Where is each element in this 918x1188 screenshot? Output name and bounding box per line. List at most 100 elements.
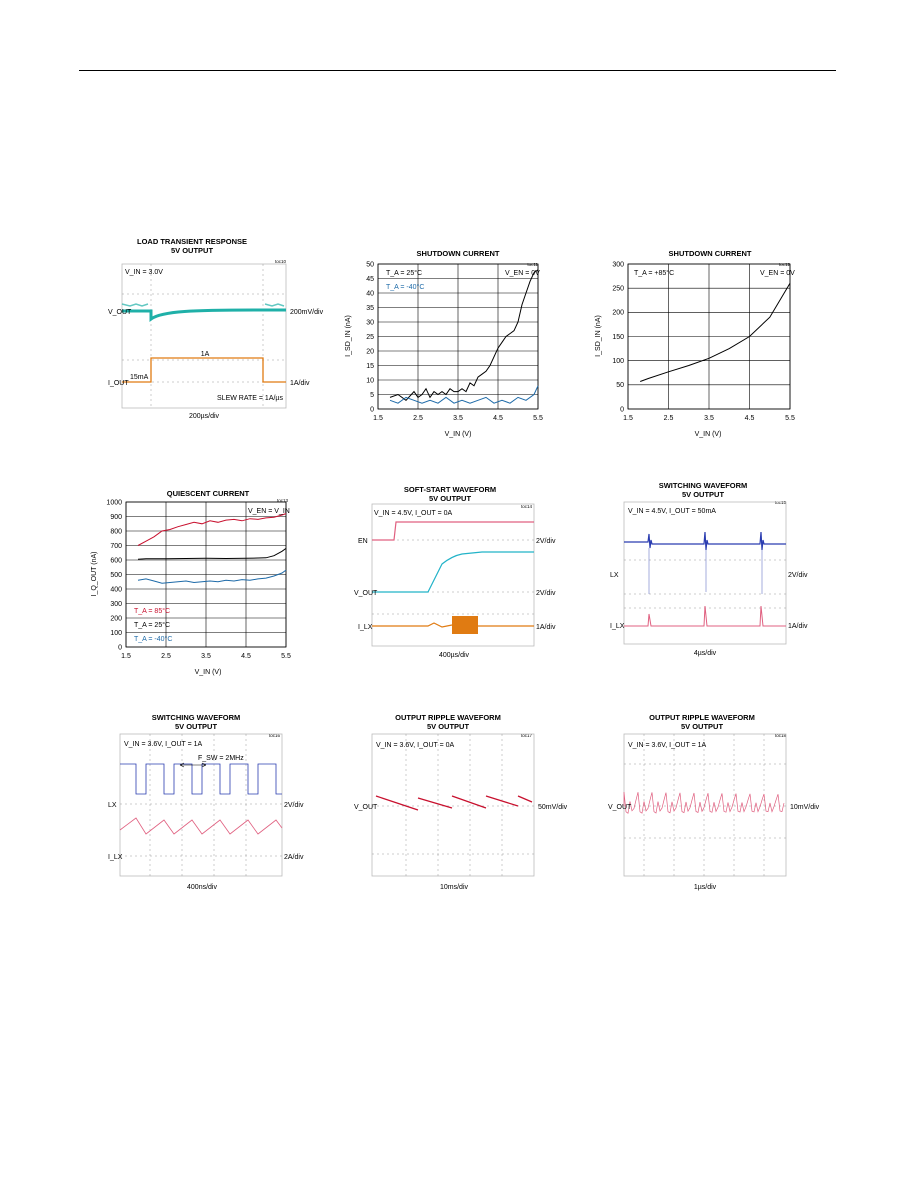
y-tick-label: 45 xyxy=(366,276,374,283)
chart-tag: toc17 xyxy=(521,733,533,738)
ch-vout-label: V_OUT xyxy=(108,309,132,316)
iout-trace xyxy=(122,357,286,383)
chart-toc16: SWITCHING WAVEFORM 5V OUTPUT toc16 V_IN … xyxy=(108,713,304,891)
condition: V_IN = 3.6V, I_OUT = 1A xyxy=(124,741,203,748)
chart-title: SOFT-START WAVEFORM xyxy=(404,485,496,494)
y-tick-label: 150 xyxy=(612,334,624,341)
annotation-15ma: 15mA xyxy=(130,374,149,381)
ch-ilx-label: I_LX xyxy=(358,624,373,631)
y-tick-label: 200 xyxy=(612,310,624,317)
y-axis-label: I_SD_IN (nA) xyxy=(595,315,602,357)
y-tick-label: 10 xyxy=(366,377,374,384)
annotation-slew: SLEW RATE = 1A/µs xyxy=(217,395,283,402)
y-tick-label: 40 xyxy=(366,290,374,297)
annotation-fsw: F_SW = 2MHz xyxy=(198,755,244,762)
ch-ilx-label: I_LX xyxy=(610,623,625,630)
x-scale-label: 10ms/div xyxy=(440,884,469,891)
x-tick-label: 3.5 xyxy=(201,653,211,660)
series-line-0 xyxy=(389,269,539,401)
y-tick-label: 30 xyxy=(366,319,374,326)
ch-vout-scale: 50mV/div xyxy=(538,804,568,811)
x-scale-label: 1µs/div xyxy=(694,884,717,891)
y-tick-label: 700 xyxy=(110,543,122,550)
legend-85c: T_A = +85°C xyxy=(634,269,674,277)
ch-vout-scale: 2V/div xyxy=(536,590,556,597)
series-line-0 xyxy=(137,513,287,546)
x-axis-label: V_IN (V) xyxy=(445,431,472,438)
condition: V_IN = 3.6V, I_OUT = 1A xyxy=(628,742,707,749)
chart-subtitle: 5V OUTPUT xyxy=(171,246,214,255)
y-tick-label: 300 xyxy=(612,261,624,268)
series-line-0 xyxy=(640,283,791,382)
x-scale-label: 400µs/div xyxy=(439,652,470,659)
y-tick-label: 0 xyxy=(370,406,374,413)
x-tick-label: 5.5 xyxy=(281,653,291,660)
vout-trace xyxy=(375,795,533,811)
chart-title: OUTPUT RIPPLE WAVEFORM xyxy=(649,713,755,722)
ilx-trace xyxy=(624,605,786,627)
y-tick-label: 900 xyxy=(110,514,122,521)
chart-toc10: LOAD TRANSIENT RESPONSE 5V OUTPUT toc10 … xyxy=(108,237,324,420)
y-tick-label: 250 xyxy=(612,286,624,293)
chart-toc18: OUTPUT RIPPLE WAVEFORM 5V OUTPUT toc18 V… xyxy=(608,713,820,891)
x-tick-label: 4.5 xyxy=(241,653,251,660)
chart-toc13: QUIESCENT CURRENT toc13 0 100 200 300 400 500… xyxy=(91,489,291,676)
en-trace xyxy=(372,521,534,541)
x-tick-label: 5.5 xyxy=(533,415,543,422)
x-scale-label: 400ns/div xyxy=(187,884,217,891)
chart-subtitle: 5V OUTPUT xyxy=(427,722,470,731)
chart-title: SWITCHING WAVEFORM xyxy=(659,481,748,490)
ch-lx-label: LX xyxy=(610,572,619,579)
ch-vout-scale: 200mV/div xyxy=(290,309,324,316)
series-line-1 xyxy=(389,385,539,404)
plot-frame xyxy=(627,263,791,410)
annotation-ven: V_EN = 0V xyxy=(760,270,795,277)
y-tick-label: 500 xyxy=(110,572,122,579)
y-tick-label: 1000 xyxy=(106,499,122,506)
header-rule xyxy=(79,70,836,71)
ch-lx-label: LX xyxy=(108,802,117,809)
chart-tag: toc18 xyxy=(775,733,787,738)
ch-en-label: EN xyxy=(358,538,368,545)
vout-trace xyxy=(372,551,534,593)
y-tick-label: 5 xyxy=(370,392,374,399)
fsw-arrow-icon xyxy=(179,762,207,768)
ilx-trace xyxy=(372,622,453,628)
y-tick-label: 100 xyxy=(612,358,624,365)
ch-ilx-scale: 1A/div xyxy=(536,624,556,631)
chart-title: SHUTDOWN CURRENT xyxy=(417,249,500,258)
x-axis-label: V_IN (V) xyxy=(695,431,722,438)
vout-trace xyxy=(623,791,785,814)
chart-tag: toc10 xyxy=(275,259,287,264)
legend-85c: T_A = 85°C xyxy=(134,607,170,615)
y-tick-label: 25 xyxy=(366,334,374,341)
x-axis-label: V_IN (V) xyxy=(195,669,222,676)
annotation-1a: 1A xyxy=(201,351,210,358)
lx-trace xyxy=(624,531,786,551)
x-tick-label: 1.5 xyxy=(121,653,131,660)
x-tick-label: 2.5 xyxy=(161,653,171,660)
chart-subtitle: 5V OUTPUT xyxy=(175,722,218,731)
chart-title: QUIESCENT CURRENT xyxy=(167,489,250,498)
condition: V_IN = 3.6V, I_OUT = 0A xyxy=(376,742,455,749)
legend-m40c: T_A = -40°C xyxy=(386,283,424,291)
chart-toc11: SHUTDOWN CURRENT toc11 0 5 10 15 20 25 30 35 40 4… xyxy=(345,249,543,438)
y-tick-label: 800 xyxy=(110,528,122,535)
ilx-burst xyxy=(452,616,478,634)
x-tick-label: 3.5 xyxy=(453,415,463,422)
chart-subtitle: 5V OUTPUT xyxy=(429,494,472,503)
chart-toc12: SHUTDOWN CURRENT toc12 0 50 100 150 200 250 30… xyxy=(595,249,795,438)
ch-en-scale: 2V/div xyxy=(536,538,556,545)
condition-vin: V_IN = 3.0V xyxy=(125,269,163,276)
y-tick-label: 0 xyxy=(620,406,624,413)
series-line-2 xyxy=(137,569,287,584)
ch-vout-scale: 10mV/div xyxy=(790,804,820,811)
y-tick-label: 15 xyxy=(366,363,374,370)
chart-tag: toc15 xyxy=(775,500,787,505)
x-tick-label: 1.5 xyxy=(623,415,633,422)
y-tick-label: 200 xyxy=(110,615,122,622)
chart-toc15: SWITCHING WAVEFORM 5V OUTPUT toc15 V_IN … xyxy=(610,481,808,657)
x-tick-label: 4.5 xyxy=(493,415,503,422)
y-axis-label: I_Q_OUT (nA) xyxy=(91,552,98,597)
ilx-trace xyxy=(119,817,283,835)
